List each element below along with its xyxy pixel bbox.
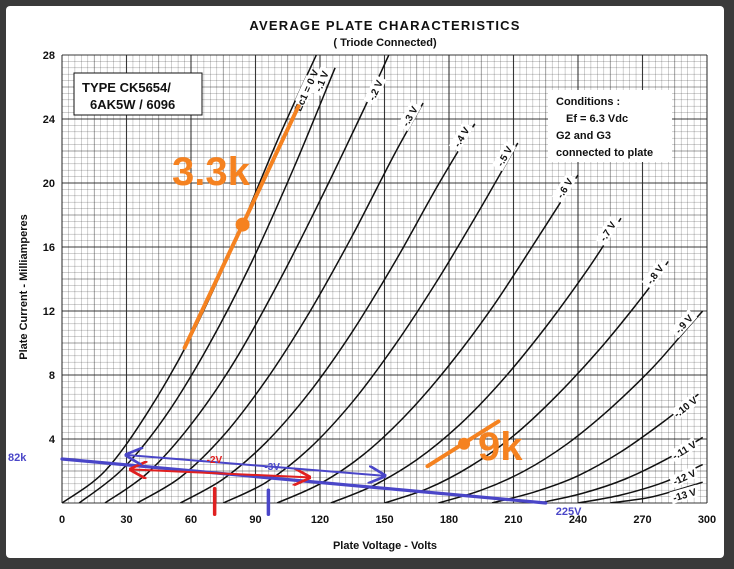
x-tick-label: 180 [440,514,458,526]
y-tick-label: 24 [43,114,56,126]
load-line-82k-label: 82k [8,452,27,464]
curve-label-bg [551,172,577,203]
y-tick-label: 20 [43,178,55,190]
operating-point-3k3 [235,217,250,232]
conditions-line-1: Conditions : [556,96,620,108]
type-line-1: TYPE CK5654/ [82,80,171,95]
x-tick-label: 150 [375,514,393,526]
load-line-3k3-label: 3.3k [172,150,251,194]
curve-label-bg [641,259,668,290]
chart-subtitle: ( Triode Connected) [333,37,437,49]
y-tick-label: 8 [49,370,55,382]
curve-label-bg [397,100,422,132]
conditions-line-4: connected to plate [556,147,653,159]
blue-arrow [127,455,385,476]
curve-label-bg [448,121,474,152]
conditions-line-2: Ef = 6.3 Vdc [566,113,628,125]
curve-label-bg [669,309,698,339]
curve-label-bg [668,465,700,489]
y-tick-label: 28 [43,50,55,62]
y-tick-label: 4 [49,434,56,446]
curve-label-bg [669,484,700,504]
curve-label-bg [363,74,387,106]
curve-8 [384,260,669,503]
x-tick-label: 270 [633,514,651,526]
type-box: TYPE CK5654/ 6AK5W / 6096 [73,72,203,116]
curve-10 [491,393,699,503]
x-tick-label: 60 [185,514,197,526]
y-tick-label: 16 [43,242,55,254]
type-line-2: 6AK5W / 6096 [90,97,175,112]
load-line-225v-label: 225V [556,506,582,518]
x-tick-label: 210 [504,514,522,526]
conditions-box: Conditions : Ef = 6.3 Vdc G2 and G3 conn… [548,90,672,162]
curve-label-bg [594,216,620,247]
axis-ticks: 0 30 60 90 120 150 180 210 240 270 300 4 8 12 16 20 24 28 [43,50,716,526]
operating-point-9k [458,437,471,450]
curve-label-bg [294,74,318,106]
curve-label-bg [310,65,333,97]
x-axis-label: Plate Voltage - Volts [333,540,437,552]
load-line-9k-label: 9k [478,425,523,469]
annotation-overlay: 82k 225V -2V -3V 3.3k 9k [8,104,582,518]
conditions-line-3: G2 and G3 [556,130,611,142]
x-tick-label: 30 [120,514,132,526]
x-tick-label: 90 [249,514,261,526]
chart-title: AVERAGE PLATE CHARACTERISTICS [249,18,520,33]
x-tick-label: 240 [569,514,587,526]
bias-2v-label: -2V [207,455,223,466]
curve-13 [610,481,703,503]
curve-label-bg [491,140,517,172]
curve-label-bg [668,437,700,463]
y-axis-label: Plate Current - Milliamperes [18,214,30,360]
x-tick-label: 120 [311,514,329,526]
curve-label-bg [670,393,700,421]
y-tick-label: 12 [43,306,55,318]
x-tick-label: 0 [59,514,65,526]
bias-3v-label: -3V [264,462,280,473]
x-tick-label: 300 [698,514,716,526]
